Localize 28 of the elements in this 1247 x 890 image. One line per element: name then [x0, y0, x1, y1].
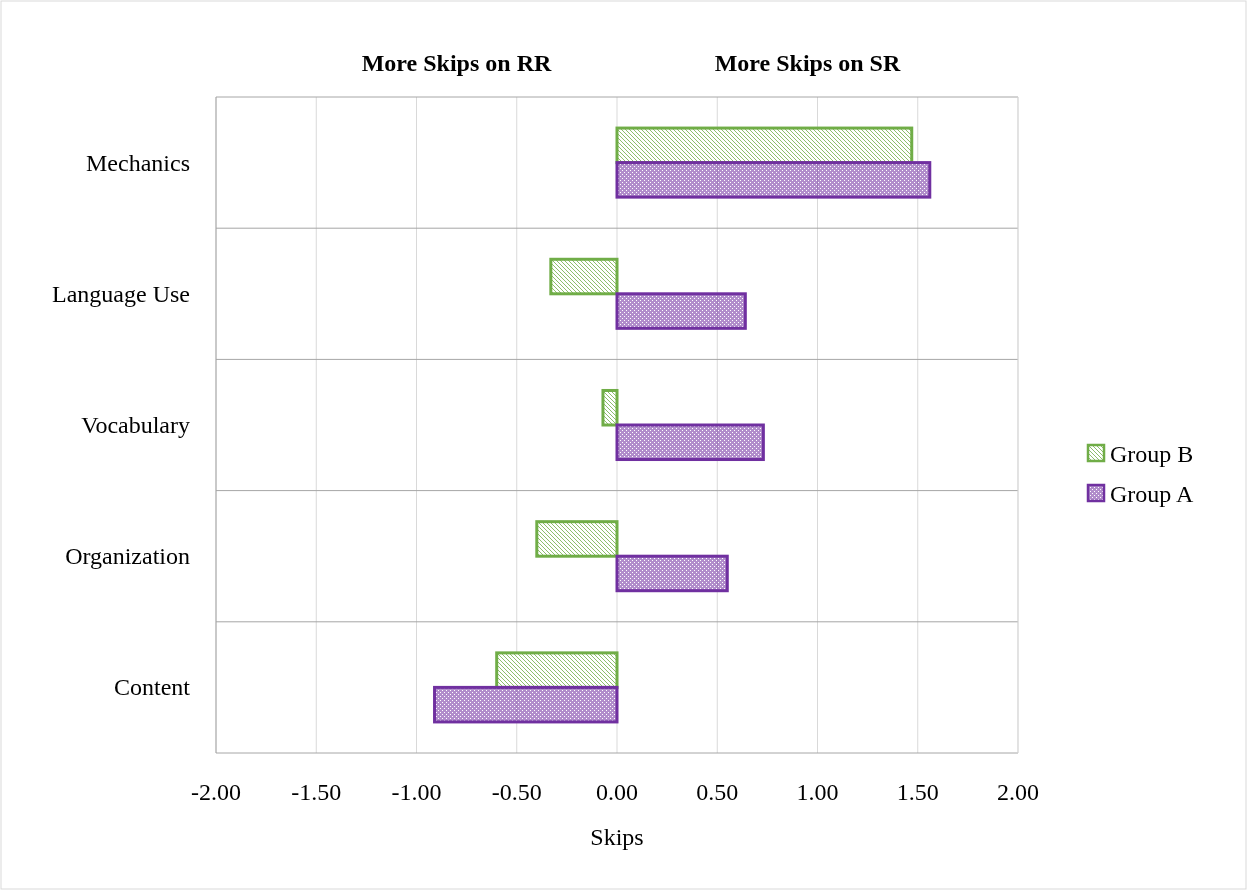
text: More Skips on SR: [714, 50, 901, 76]
legend-label: Group B: [1110, 441, 1194, 467]
bar: [615, 292, 747, 330]
bar: [549, 257, 619, 296]
bar: [615, 554, 729, 593]
bar: [615, 423, 765, 462]
y-tick-label: Mechanics: [86, 149, 190, 176]
bar: [601, 388, 619, 427]
y-tick-label: Vocabulary: [81, 412, 190, 438]
x-tick-label: -1.00: [391, 779, 442, 805]
bar: [615, 161, 932, 199]
x-tick-label: 1.00: [796, 779, 839, 805]
x-tick-label: -1.50: [291, 779, 342, 805]
x-tick-label: 0.50: [696, 779, 739, 805]
x-axis-title: Skips: [590, 824, 644, 850]
legend-label: Group A: [1110, 481, 1194, 507]
x-tick-label: -2.00: [191, 779, 241, 805]
x-tick-label: 2.00: [997, 779, 1039, 805]
x-tick-label: 1.50: [896, 779, 939, 805]
x-tick-label: 0.00: [596, 779, 638, 805]
y-tick-label: Content: [114, 674, 191, 701]
x-tick-label: -0.50: [491, 779, 542, 805]
text: More Skips on RR: [361, 50, 552, 76]
bar: [535, 520, 619, 558]
bar: [495, 651, 619, 689]
bar: [433, 685, 619, 724]
y-tick-label: Language Use: [52, 280, 190, 307]
y-tick-label: Organization: [65, 543, 190, 570]
